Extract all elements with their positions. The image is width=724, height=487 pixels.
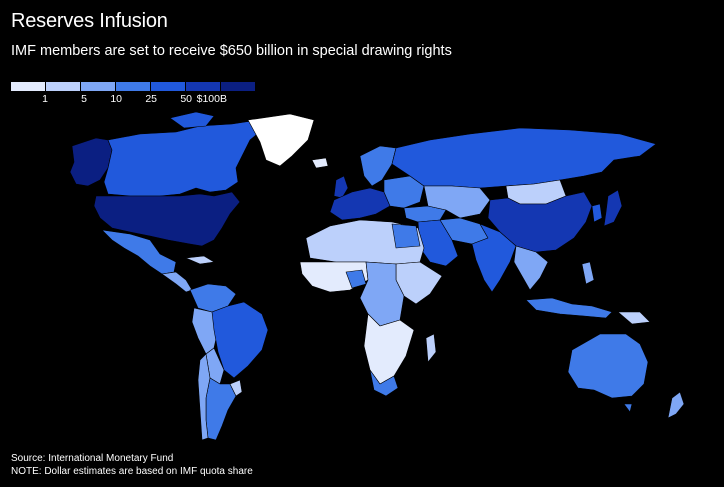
legend-label-1: 1 [42,93,48,105]
region-southern-africa [363,313,415,385]
region-korea [591,203,603,223]
legend-swatch-4: 50 [151,82,192,105]
legend-swatch-2: 10 [81,82,122,105]
region-egypt [391,223,421,249]
legend-swatch-0: 1 [11,82,48,105]
region-south-africa [369,369,399,397]
region-caribbean [185,255,215,265]
legend-label-10: 10 [110,93,122,105]
chart-title: Reserves Infusion [11,10,168,32]
legend-swatch-3: 25 [116,82,157,105]
region-canada-islands [169,111,215,129]
legend-label-50: 50 [180,93,192,105]
region-brazil [211,301,269,379]
region-tasmania [623,403,633,413]
region-uruguay [229,379,243,397]
legend-label-100b: $100B [196,93,227,105]
legend-label-25: 25 [145,93,157,105]
legend-swatch-5: $100B [186,82,227,105]
region-japan [603,189,623,227]
region-colombia-venezuela [189,283,237,313]
color-legend: 1 5 10 25 50 $100B [11,82,256,105]
world-map [69,111,685,441]
region-chile [197,353,211,441]
region-india [471,223,517,293]
region-russia [391,127,657,189]
legend-label-5: 5 [81,93,87,105]
region-western-europe [329,187,391,221]
region-madagascar [425,333,437,363]
legend-swatch-1: 5 [46,82,87,105]
region-alaska [69,137,113,187]
region-indonesia [525,297,613,319]
region-canada [103,119,263,197]
chart-subtitle: IMF members are set to receive $650 bill… [11,43,452,59]
region-central-asia [423,185,491,219]
region-australia [567,333,649,399]
region-scandinavia [359,145,397,187]
chart-footer: Source: International Monetary Fund NOTE… [11,452,253,478]
region-iceland [311,157,329,169]
source-note: Source: International Monetary Fund [11,453,174,464]
region-central-america [161,271,193,293]
region-new-zealand [667,391,685,419]
region-greenland [247,113,315,167]
methodology-note: NOTE: Dollar estimates are based on IMF … [11,466,253,477]
region-png [617,311,651,325]
region-uk [333,175,349,199]
legend-swatch-6 [221,82,256,105]
region-usa [93,191,241,247]
region-southeast-asia [513,245,549,291]
region-philippines [581,261,595,285]
